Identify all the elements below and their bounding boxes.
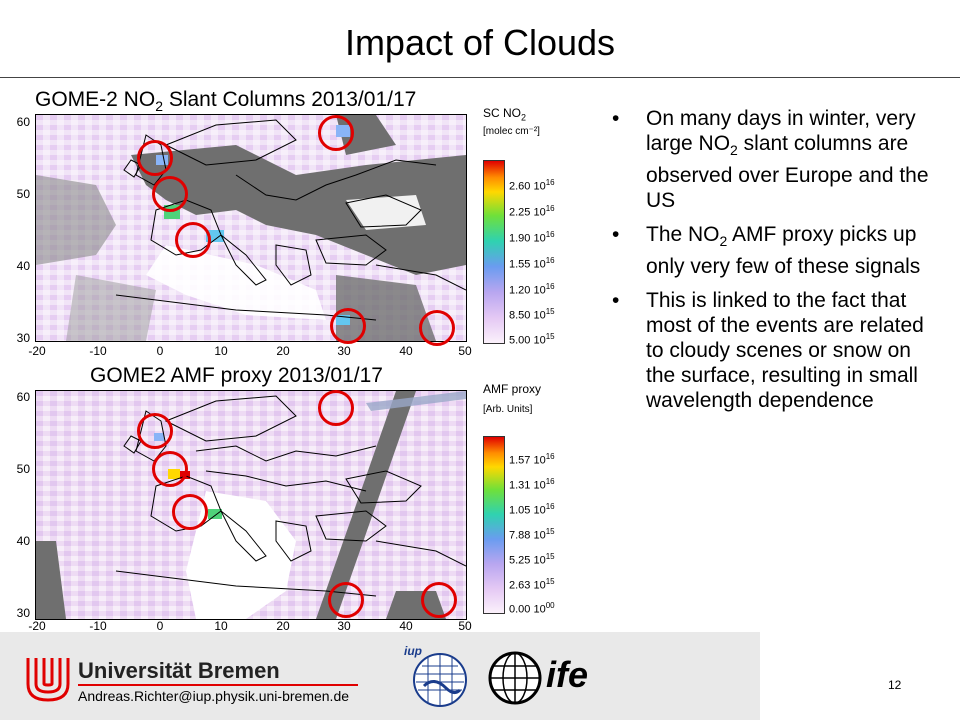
hotspot-circle xyxy=(175,222,211,258)
bottom-colorbar-label: 1.31 1016 xyxy=(509,477,555,492)
top-colorbar-label: 1.20 1016 xyxy=(509,282,555,297)
iup-logo-text: iup xyxy=(404,644,422,658)
author-email: Andreas.Richter@iup.physik.uni-bremen.de xyxy=(78,688,350,704)
bottom-colorbar-title: AMF proxy xyxy=(483,382,542,396)
top-map-y-tick-50: 50 xyxy=(16,187,30,201)
university-name: Universität Bremen xyxy=(78,658,280,683)
page-number: 12 xyxy=(888,678,902,692)
bottom-map-y-tick-60: 60 xyxy=(16,390,30,404)
slant-columns-map-title: GOME-2 NO2 Slant Columns 2013/01/17 xyxy=(35,88,417,115)
top-map-x-tick: 10 xyxy=(214,344,228,358)
top-colorbar-unit: [molec cm⁻²] xyxy=(483,126,540,137)
bottom-colorbar-label: 2.63 1015 xyxy=(509,577,555,592)
bottom-map-x-tick: -10 xyxy=(89,619,107,633)
top-map-y-tick-30: 30 xyxy=(16,331,30,345)
top-colorbar-label: 8.50 1015 xyxy=(509,307,555,322)
slant-columns-map xyxy=(35,114,467,342)
amf-proxy-map-graphic xyxy=(36,391,466,619)
amf-proxy-map xyxy=(35,390,467,620)
bottom-colorbar-label: 0.00 1000 xyxy=(509,601,555,616)
bottom-map-x-tick: 40 xyxy=(399,619,413,633)
bottom-map-x-tick: 30 xyxy=(337,619,351,633)
hotspot-circle xyxy=(152,451,188,487)
top-map-x-tick: 30 xyxy=(337,344,351,358)
hotspot-circle xyxy=(152,176,188,212)
hotspot-circle xyxy=(328,582,364,618)
top-colorbar-label: 5.00 1015 xyxy=(509,332,555,347)
bottom-map-y-tick-40: 40 xyxy=(16,534,30,548)
bottom-map-x-tick: 20 xyxy=(276,619,290,633)
bullet-item: This is linked to the fact that most of … xyxy=(612,288,942,413)
hotspot-circle xyxy=(172,494,208,530)
bullet-item: On many days in winter, very large NO2 s… xyxy=(612,106,942,213)
bottom-colorbar-label: 5.25 1015 xyxy=(509,552,555,567)
top-map-x-tick: -10 xyxy=(89,344,107,358)
top-colorbar-label: 1.90 1016 xyxy=(509,230,555,245)
bottom-colorbar xyxy=(483,436,505,614)
iup-logo-icon xyxy=(413,653,467,707)
hotspot-circle xyxy=(137,140,173,176)
top-colorbar xyxy=(483,160,505,344)
university-underline xyxy=(78,684,358,686)
bottom-map-x-tick: 0 xyxy=(156,619,164,633)
top-map-y-tick-40: 40 xyxy=(16,259,30,273)
bottom-map-x-tick: 50 xyxy=(458,619,472,633)
top-colorbar-title: SC NO2 xyxy=(483,106,527,123)
hotspot-circle xyxy=(318,115,354,151)
top-map-x-tick: 40 xyxy=(399,344,413,358)
ife-logo-icon xyxy=(488,651,542,705)
bottom-map-y-tick-50: 50 xyxy=(16,462,30,476)
top-map-x-tick: 50 xyxy=(458,344,472,358)
bullet-item: The NO2 AMF proxy picks up only very few… xyxy=(612,222,942,279)
hotspot-circle xyxy=(421,582,457,618)
top-map-x-tick: 20 xyxy=(276,344,290,358)
slant-columns-map-graphic xyxy=(36,115,466,341)
hotspot-circle xyxy=(330,308,366,344)
bottom-map-x-tick: 10 xyxy=(214,619,228,633)
top-map-y-tick-60: 60 xyxy=(16,115,30,129)
top-map-x-tick: 0 xyxy=(156,344,164,358)
university-logo-icon xyxy=(26,658,70,702)
hotspot-circle xyxy=(318,390,354,426)
bottom-colorbar-label: 1.05 1016 xyxy=(509,502,555,517)
hotspot-circle xyxy=(137,413,173,449)
bottom-colorbar-label: 1.57 1016 xyxy=(509,452,555,467)
hotspot-circle xyxy=(419,310,455,346)
bottom-colorbar-unit: [Arb. Units] xyxy=(483,404,533,415)
amf-proxy-map-title: GOME2 AMF proxy 2013/01/17 xyxy=(90,364,383,387)
footer-bar xyxy=(0,632,760,720)
ife-logo-text: ife xyxy=(546,654,589,695)
footer-right-area xyxy=(760,668,960,720)
bottom-map-y-tick-30: 30 xyxy=(16,606,30,620)
slide-title: Impact of Clouds xyxy=(344,22,616,63)
top-colorbar-label: 2.60 1016 xyxy=(509,178,555,193)
top-colorbar-label: 1.55 1016 xyxy=(509,256,555,271)
bottom-colorbar-label: 7.88 1015 xyxy=(509,527,555,542)
top-colorbar-label: 2.25 1016 xyxy=(509,204,555,219)
title-divider xyxy=(0,77,960,78)
bottom-map-x-tick: -20 xyxy=(28,619,46,633)
top-map-x-tick: -20 xyxy=(28,344,46,358)
bullet-list: On many days in winter, very large NO2 s… xyxy=(612,106,942,422)
